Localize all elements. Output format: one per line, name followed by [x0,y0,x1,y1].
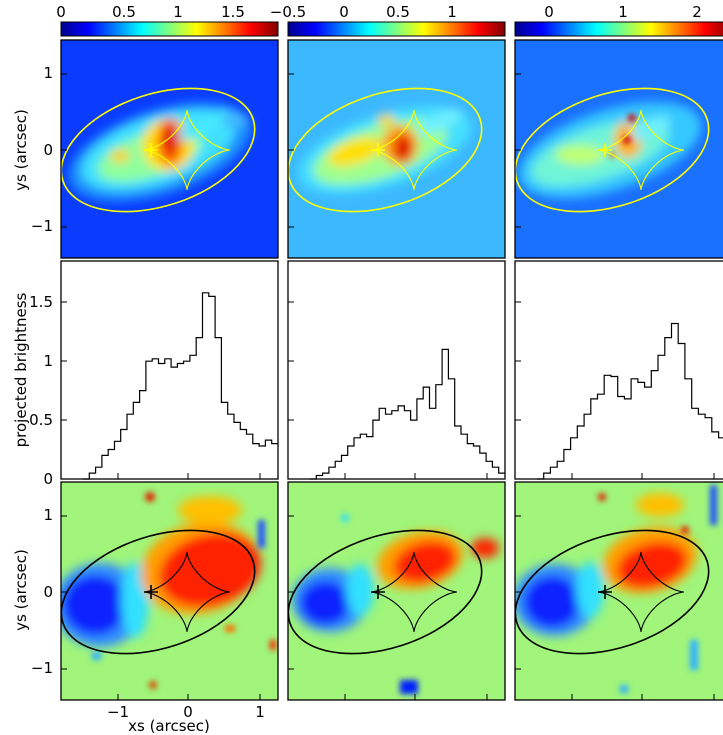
profile-panel-3 [515,261,723,480]
source-map-2 [288,40,505,258]
critical-curve-ellipse [61,529,256,655]
caustic-curve [598,110,684,190]
colorbar-2-tick: 0.5 [386,3,410,21]
overlay-group [515,529,710,655]
panel-frame [60,260,279,480]
colorbar-3 [514,21,723,37]
overlay-group [515,87,710,213]
caustic-curve [371,552,457,632]
residual-y-tick: 1 [43,506,53,524]
profile-step-series-3 [537,322,723,480]
overlay-group [288,529,483,655]
profile-y-tick: 1 [43,352,53,370]
colorbar-1 [60,21,279,37]
colorbar-2-tick: −0.5 [270,3,306,21]
map-x-axis-label: xs (arcsec) [128,717,210,735]
panel-frame [514,481,723,701]
panel-frame [60,481,279,701]
map-x-tick: 0 [183,703,193,721]
profile-y-tick: 0.5 [29,411,53,429]
source-position-marker [371,143,385,157]
source-map-3 [515,40,723,258]
map-y-tick: −1 [31,217,53,235]
critical-curve-ellipse [288,87,483,213]
map-x-tick: 1 [255,703,265,721]
profile-y-tick: 0 [43,470,53,488]
map-y-tick: 1 [43,64,53,82]
profile-panel-2 [288,261,505,480]
panel-frame [514,260,723,480]
colorbar-3-tick: 1 [618,3,628,21]
map-y-tick: 0 [43,141,53,159]
residual-map-1 [61,482,278,700]
panel-frame [287,260,506,480]
colorbar-1-tick: 0 [56,3,66,21]
colorbar-1-tick: 1 [173,3,183,21]
colorbar-1-tick: 0.5 [112,3,136,21]
panel-frame [287,481,506,701]
source-map-1 [61,40,278,258]
source-position-marker [598,143,612,157]
panel-frame [60,39,279,259]
axis-ticks [61,73,715,700]
critical-curve-ellipse [288,529,483,655]
critical-curve-ellipse [61,87,256,213]
critical-curve-ellipse [515,87,710,213]
profile-y-tick: 1.5 [29,293,53,311]
source-position-marker [371,585,385,599]
critical-curve-ellipse [515,529,710,655]
residual-y-axis-label: ys (arcsec) [12,549,30,631]
colorbar-3-tick: 2 [692,3,702,21]
overlay-group [61,529,256,655]
panel-frames [60,39,723,701]
caustic-curve [144,110,230,190]
colorbar-3-tick: 0 [544,3,554,21]
panel-frame [514,39,723,259]
caustic-curve [144,552,230,632]
residual-y-tick: −1 [31,659,53,677]
profile-y-axis-label: projected brightness [12,292,30,447]
overlay-group [288,87,483,213]
source-position-marker [598,585,612,599]
caustic-curve [371,110,457,190]
profile-step-series-1 [83,292,278,480]
residual-map-2 [288,482,505,700]
residual-map-3 [515,482,723,700]
overlay-group [61,87,256,213]
colorbar-2-tick: 1 [447,3,457,21]
map-y-axis-label: ys (arcsec) [12,109,30,191]
colorbar-1-tick: 1.5 [221,3,245,21]
source-position-marker [144,143,158,157]
map-x-tick: −1 [107,703,129,721]
residual-y-tick: 0 [43,583,53,601]
panel-frame [287,39,506,259]
source-position-marker [144,585,158,599]
caustic-curve [598,552,684,632]
profile-step-series-2 [310,348,505,480]
overlay-layer [61,87,710,655]
colorbar-2-tick: 0 [339,3,349,21]
colorbar-2 [287,21,506,37]
profile-panel-1 [61,261,278,480]
